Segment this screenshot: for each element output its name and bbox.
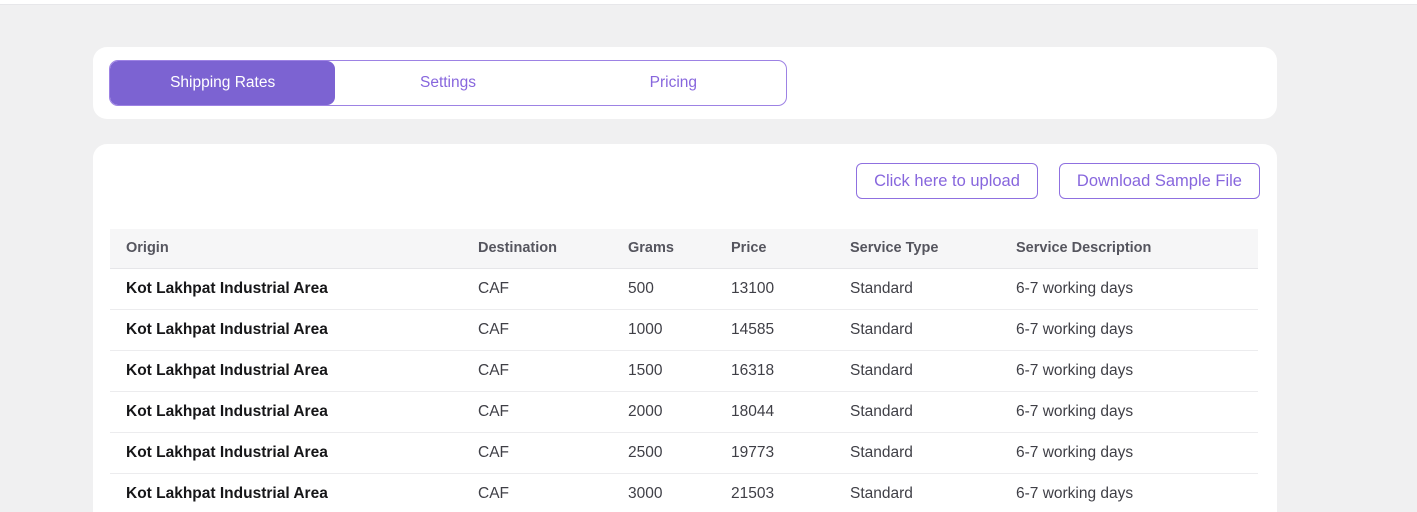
actions-row: Click here to upload Download Sample Fil… [110,163,1260,199]
download-sample-button[interactable]: Download Sample File [1058,163,1260,199]
cell-destination: CAF [478,309,628,351]
table-row: Kot Lakhpat Industrial Area CAF 2000 180… [110,391,1258,433]
cell-origin: Kot Lakhpat Industrial Area [110,391,478,433]
page: Shipping Rates Settings Pricing Click he… [0,47,1417,512]
table-row: Kot Lakhpat Industrial Area CAF 1000 145… [110,309,1258,351]
tab-shipping-rates[interactable]: Shipping Rates [110,61,336,105]
cell-grams: 1000 [628,309,731,351]
cell-price: 18044 [731,391,850,433]
tab-pricing[interactable]: Pricing [561,61,786,105]
tabs-card: Shipping Rates Settings Pricing [93,47,1277,119]
cell-destination: CAF [478,391,628,433]
cell-service-type: Standard [850,309,1016,351]
cell-service-type: Standard [850,391,1016,433]
cell-grams: 2000 [628,391,731,433]
cell-destination: CAF [478,473,628,512]
header-price: Price [731,229,850,269]
cell-price: 14585 [731,309,850,351]
cell-service-description: 6-7 working days [1016,268,1258,310]
cell-price: 19773 [731,432,850,474]
cell-grams: 1500 [628,350,731,392]
table-row: Kot Lakhpat Industrial Area CAF 3000 215… [110,473,1258,512]
cell-origin: Kot Lakhpat Industrial Area [110,309,478,351]
cell-origin: Kot Lakhpat Industrial Area [110,473,478,512]
table-header-row: Origin Destination Grams Price Service T… [110,229,1258,269]
cell-price: 16318 [731,350,850,392]
cell-service-description: 6-7 working days [1016,432,1258,474]
header-service-type: Service Type [850,229,1016,269]
cell-origin: Kot Lakhpat Industrial Area [110,350,478,392]
header-origin: Origin [110,229,478,269]
cell-grams: 500 [628,268,731,310]
cell-destination: CAF [478,432,628,474]
shipping-rates-table: Origin Destination Grams Price Service T… [110,229,1258,512]
header-destination: Destination [478,229,628,269]
cell-origin: Kot Lakhpat Industrial Area [110,432,478,474]
cell-origin: Kot Lakhpat Industrial Area [110,268,478,310]
cell-grams: 3000 [628,473,731,512]
cell-price: 21503 [731,473,850,512]
cell-grams: 2500 [628,432,731,474]
cell-price: 13100 [731,268,850,310]
header-grams: Grams [628,229,731,269]
cell-service-type: Standard [850,473,1016,512]
table-row: Kot Lakhpat Industrial Area CAF 2500 197… [110,432,1258,474]
cell-service-description: 6-7 working days [1016,391,1258,433]
cell-service-description: 6-7 working days [1016,473,1258,512]
cell-service-description: 6-7 working days [1016,350,1258,392]
cell-service-type: Standard [850,432,1016,474]
table-row: Kot Lakhpat Industrial Area CAF 1500 163… [110,350,1258,392]
cell-service-type: Standard [850,350,1016,392]
cell-destination: CAF [478,350,628,392]
table-row: Kot Lakhpat Industrial Area CAF 500 1310… [110,268,1258,310]
cell-service-type: Standard [850,268,1016,310]
cell-destination: CAF [478,268,628,310]
cell-service-description: 6-7 working days [1016,309,1258,351]
top-bar [0,0,1417,5]
tab-settings[interactable]: Settings [335,61,560,105]
header-service-description: Service Description [1016,229,1258,269]
tab-group: Shipping Rates Settings Pricing [109,60,787,106]
content-card: Click here to upload Download Sample Fil… [93,144,1277,512]
upload-button[interactable]: Click here to upload [856,163,1038,199]
